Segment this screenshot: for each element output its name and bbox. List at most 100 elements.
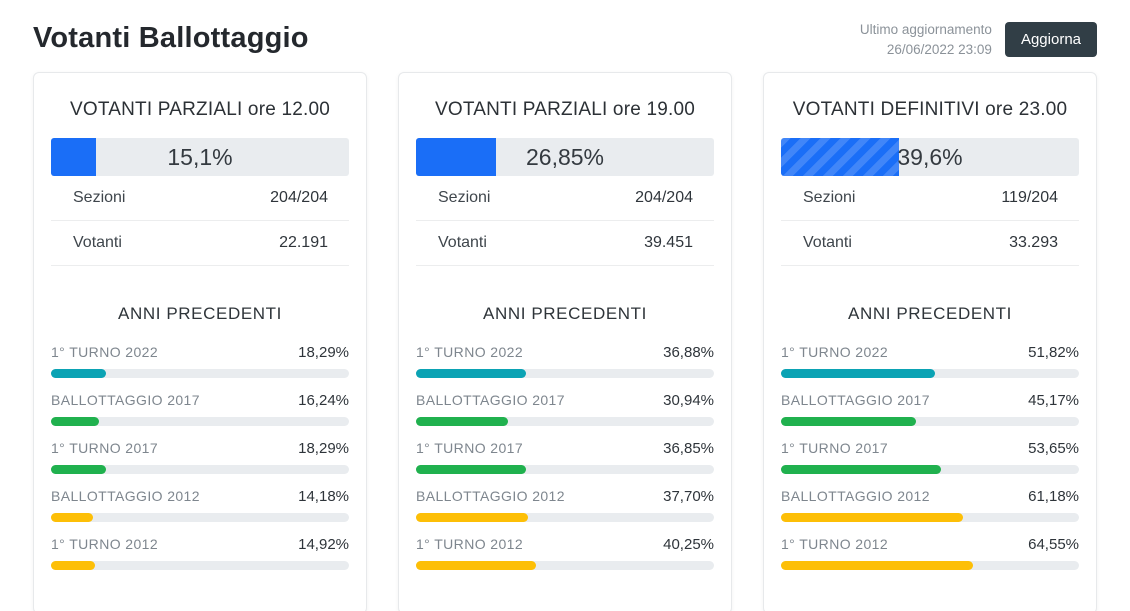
previous-year-row: BALLOTTAGGIO 2012 37,70%: [416, 488, 714, 523]
turnout-percent-label: 26,85%: [525, 143, 604, 170]
previous-year-row: 1° TURNO 2012 40,25%: [416, 536, 714, 571]
previous-year-value: 53,65%: [1028, 440, 1079, 458]
previous-year-label: BALLOTTAGGIO 2012: [781, 488, 930, 505]
stat-label: Votanti: [438, 234, 487, 252]
previous-year-label: 1° TURNO 2022: [781, 344, 889, 361]
page-header: Votanti Ballottaggio Ultimo aggiornament…: [0, 0, 1130, 59]
previous-year-label: 1° TURNO 2017: [51, 440, 159, 457]
turnout-progress-fill: [781, 138, 899, 177]
last-update-label: Ultimo aggiornamento: [859, 22, 992, 37]
stat-row-sezioni: Sezioni 119/204: [781, 176, 1079, 222]
previous-year-label: 1° TURNO 2017: [416, 440, 524, 457]
stat-row-votanti: Votanti 39.451: [416, 221, 714, 267]
previous-year-row: 1° TURNO 2022 51,82%: [781, 344, 1079, 379]
stat-label: Votanti: [73, 234, 122, 252]
stat-value: 204/204: [635, 189, 693, 207]
previous-year-bar-fill: [781, 513, 964, 523]
previous-year-value: 14,92%: [298, 536, 349, 554]
turnout-progress-fill: [416, 138, 496, 177]
stat-label: Sezioni: [803, 189, 856, 207]
stat-value: 22.191: [279, 234, 328, 252]
previous-year-bar: [51, 513, 349, 523]
previous-year-bar-fill: [51, 513, 94, 523]
refresh-button[interactable]: Aggiorna: [1004, 22, 1097, 58]
previous-year-value: 30,94%: [663, 392, 714, 410]
previous-year-bar: [51, 417, 349, 427]
stat-value: 119/204: [1001, 189, 1058, 207]
card-votanti-definitivi-23: VOTANTI DEFINITIVI ore 23.00 39,6% Sezio…: [763, 72, 1097, 611]
card-votanti-parziali-19: VOTANTI PARZIALI ore 19.00 26,85% Sezion…: [398, 72, 732, 611]
previous-year-bar-fill: [781, 465, 941, 475]
previous-year-label: 1° TURNO 2022: [416, 344, 524, 361]
previous-year-bar: [51, 561, 349, 571]
previous-year-bar-fill: [51, 561, 96, 571]
previous-year-label: BALLOTTAGGIO 2017: [781, 392, 930, 409]
previous-year-value: 36,85%: [663, 440, 714, 458]
previous-year-row: BALLOTTAGGIO 2017 45,17%: [781, 392, 1079, 427]
turnout-percent-label: 39,6%: [897, 143, 963, 170]
stat-label: Sezioni: [73, 189, 126, 207]
stat-value: 39.451: [644, 234, 693, 252]
previous-year-bar: [781, 513, 1079, 523]
previous-year-label: 1° TURNO 2022: [51, 344, 159, 361]
previous-year-bar: [416, 465, 714, 475]
previous-year-label: 1° TURNO 2017: [781, 440, 889, 457]
previous-year-value: 16,24%: [298, 392, 349, 410]
stat-row-sezioni: Sezioni 204/204: [416, 176, 714, 222]
previous-year-value: 14,18%: [298, 488, 349, 506]
previous-year-bar: [781, 561, 1079, 571]
previous-year-label: 1° TURNO 2012: [416, 536, 524, 553]
previous-year-row: BALLOTTAGGIO 2017 16,24%: [51, 392, 349, 427]
previous-year-bar: [416, 513, 714, 523]
cards-container: VOTANTI PARZIALI ore 12.00 15,1% Sezioni…: [33, 72, 1097, 611]
stat-row-votanti: Votanti 22.191: [51, 221, 349, 267]
previous-year-bar-fill: [51, 369, 106, 379]
card-title: VOTANTI PARZIALI ore 12.00: [69, 99, 331, 121]
previous-year-bar-fill: [781, 417, 916, 427]
previous-year-bar: [416, 417, 714, 427]
previous-year-bar: [781, 465, 1079, 475]
previous-year-value: 61,18%: [1028, 488, 1079, 506]
previous-years-title: ANNI PRECEDENTI: [483, 304, 647, 324]
previous-years-title: ANNI PRECEDENTI: [118, 304, 282, 324]
previous-year-row: BALLOTTAGGIO 2017 30,94%: [416, 392, 714, 427]
stat-value: 204/204: [270, 189, 328, 207]
previous-year-bar: [51, 369, 349, 379]
turnout-progress-bar: 15,1%: [51, 138, 349, 177]
update-block: Ultimo aggiornamento 26/06/2022 23:09 Ag…: [860, 20, 1097, 59]
previous-year-bar: [416, 561, 714, 571]
previous-year-bar-fill: [51, 417, 100, 427]
previous-year-row: 1° TURNO 2012 64,55%: [781, 536, 1079, 571]
turnout-progress-fill: [51, 138, 96, 177]
previous-year-label: BALLOTTAGGIO 2017: [416, 392, 565, 409]
stat-label: Sezioni: [438, 189, 491, 207]
previous-year-bar-fill: [781, 561, 974, 571]
turnout-progress-bar: 39,6%: [781, 138, 1079, 177]
previous-year-row: 1° TURNO 2017 18,29%: [51, 440, 349, 475]
previous-year-bar-fill: [416, 513, 529, 523]
stat-label: Votanti: [803, 234, 852, 252]
previous-year-value: 51,82%: [1028, 344, 1079, 362]
previous-year-label: BALLOTTAGGIO 2017: [51, 392, 200, 409]
previous-year-bar-fill: [416, 369, 526, 379]
previous-year-bar: [781, 369, 1079, 379]
previous-year-label: 1° TURNO 2012: [781, 536, 889, 553]
previous-year-row: 1° TURNO 2012 14,92%: [51, 536, 349, 571]
previous-year-value: 45,17%: [1028, 392, 1079, 410]
previous-year-value: 40,25%: [663, 536, 714, 554]
card-title: VOTANTI DEFINITIVI ore 23.00: [792, 99, 1068, 121]
previous-year-row: 1° TURNO 2017 36,85%: [416, 440, 714, 475]
previous-year-label: 1° TURNO 2012: [51, 536, 159, 553]
previous-year-bar-fill: [416, 465, 526, 475]
previous-years-title: ANNI PRECEDENTI: [848, 304, 1012, 324]
previous-year-bar: [781, 417, 1079, 427]
previous-year-row: BALLOTTAGGIO 2012 61,18%: [781, 488, 1079, 523]
previous-year-value: 18,29%: [298, 344, 349, 362]
stat-row-sezioni: Sezioni 204/204: [51, 176, 349, 222]
previous-year-value: 64,55%: [1028, 536, 1079, 554]
card-title: VOTANTI PARZIALI ore 19.00: [434, 99, 696, 121]
previous-year-row: 1° TURNO 2022 18,29%: [51, 344, 349, 379]
last-update-text: Ultimo aggiornamento 26/06/2022 23:09: [860, 20, 992, 59]
previous-year-label: BALLOTTAGGIO 2012: [416, 488, 565, 505]
previous-year-bar-fill: [416, 561, 536, 571]
